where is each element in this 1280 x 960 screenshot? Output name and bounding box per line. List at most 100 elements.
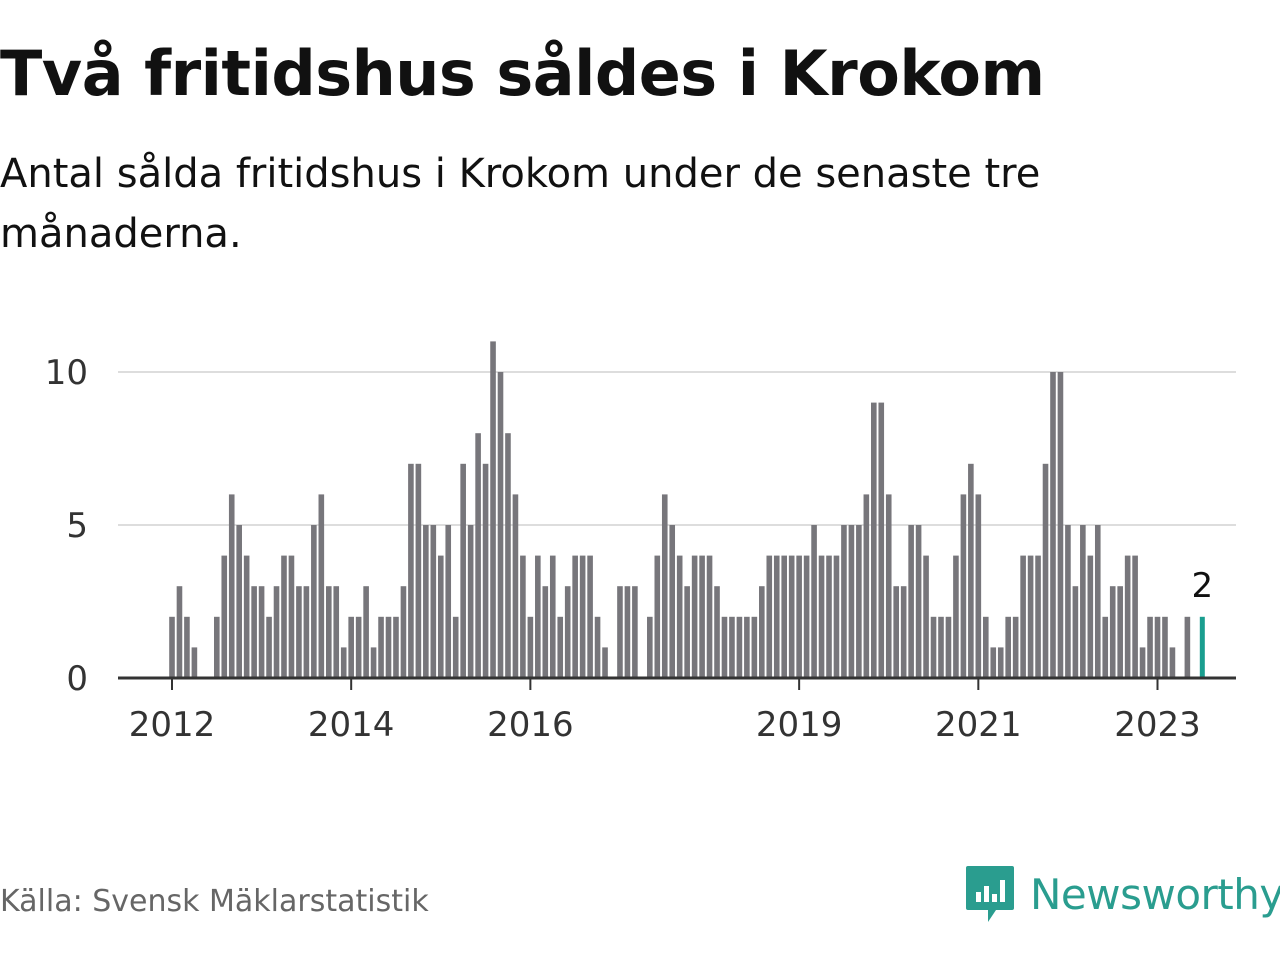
bar-67 [669, 525, 676, 678]
bar-46 [512, 494, 519, 678]
bar-119 [1057, 372, 1064, 678]
bar-113 [1012, 616, 1019, 678]
bar-84 [796, 555, 802, 678]
bar-32 [408, 463, 414, 678]
bar-30 [393, 616, 399, 678]
bar-76 [736, 616, 743, 678]
bar-16 [288, 555, 295, 678]
bar-35 [430, 525, 437, 678]
bar-1 [176, 586, 183, 678]
bar-41 [475, 433, 481, 678]
bar-10 [243, 555, 250, 678]
bar-20 [318, 494, 325, 678]
bar-14 [273, 586, 280, 678]
bar-12 [258, 586, 265, 678]
bar-24 [348, 616, 354, 678]
bar-121 [1072, 586, 1079, 678]
bar-128 [1124, 555, 1131, 678]
bar-8 [228, 494, 235, 678]
bar-13 [266, 616, 272, 678]
highlight-bar [1199, 616, 1205, 678]
bar-7 [221, 555, 228, 678]
bar-80 [766, 555, 773, 678]
bar-22 [333, 586, 340, 678]
bar-36 [437, 555, 444, 678]
bar-27 [370, 647, 377, 678]
bar-0 [169, 616, 175, 678]
bar-107 [968, 463, 974, 678]
bar-78 [751, 616, 758, 678]
bar-19 [311, 525, 317, 678]
bar-115 [1027, 555, 1034, 678]
y-tick-label-0: 0 [66, 659, 88, 699]
bar-72 [706, 555, 713, 678]
chart-subtitle: Antal sålda fritidshus i Krokom under de… [0, 151, 1041, 257]
bar-79 [759, 586, 765, 678]
bar-48 [527, 616, 534, 678]
bar-29 [385, 616, 392, 678]
y-tick-label-5: 5 [66, 506, 88, 546]
bar-6 [214, 616, 220, 678]
brand-name: Newsworthy [1030, 869, 1280, 919]
bar-117 [1042, 463, 1049, 678]
bar-94 [871, 402, 877, 678]
bar-25 [355, 616, 362, 678]
bar-91 [848, 525, 855, 678]
bar-97 [893, 586, 899, 678]
bar-102 [930, 616, 937, 678]
bar-54 [572, 555, 578, 678]
bar-56 [587, 555, 593, 678]
bar-43 [490, 341, 496, 678]
bar-42 [482, 463, 489, 678]
bar-26 [363, 586, 369, 678]
bar-31 [400, 586, 407, 678]
bar-106 [960, 494, 967, 678]
bar-17 [296, 586, 302, 678]
bar-58 [602, 647, 608, 678]
bar-88 [826, 555, 832, 678]
x-tick-label-2023: 2023 [1114, 705, 1201, 745]
bar-104 [945, 616, 952, 678]
bar-114 [1020, 555, 1026, 678]
bar-131 [1147, 616, 1153, 678]
bar-90 [841, 525, 847, 678]
bar-96 [885, 494, 892, 678]
x-tick-label-2021: 2021 [935, 705, 1022, 745]
bar-62 [632, 586, 638, 678]
bar-81 [773, 555, 780, 678]
bar-124 [1094, 525, 1101, 678]
x-tick-label-2016: 2016 [487, 705, 574, 745]
bar-68 [676, 555, 683, 678]
bar-132 [1154, 616, 1161, 678]
x-tick-label-2014: 2014 [308, 705, 395, 745]
grid-lines [118, 371, 1236, 526]
highlight-value-label: 2 [1191, 566, 1213, 606]
bar-116 [1035, 555, 1041, 678]
bar-86 [811, 525, 817, 678]
bar-45 [505, 433, 511, 678]
bar-37 [445, 525, 452, 678]
bar-55 [579, 555, 586, 678]
bar-93 [863, 494, 870, 678]
bar-83 [788, 555, 795, 678]
bar-66 [661, 494, 668, 678]
bar-105 [953, 555, 959, 678]
bar-60 [617, 586, 623, 678]
bar-9 [236, 525, 242, 678]
bar-112 [1005, 616, 1011, 678]
bar-33 [415, 463, 422, 678]
bar-64 [647, 616, 653, 678]
bar-50 [542, 586, 549, 678]
bar-69 [684, 586, 690, 678]
bar-87 [818, 555, 825, 678]
bar-126 [1109, 586, 1116, 678]
bar-51 [549, 555, 556, 678]
bar-series [169, 341, 1205, 678]
bar-34 [423, 525, 429, 678]
bar-109 [982, 616, 989, 678]
bar-134 [1169, 647, 1176, 678]
bar-70 [691, 555, 698, 678]
bar-103 [938, 616, 944, 678]
bar-125 [1102, 616, 1109, 678]
bar-2 [184, 616, 190, 678]
